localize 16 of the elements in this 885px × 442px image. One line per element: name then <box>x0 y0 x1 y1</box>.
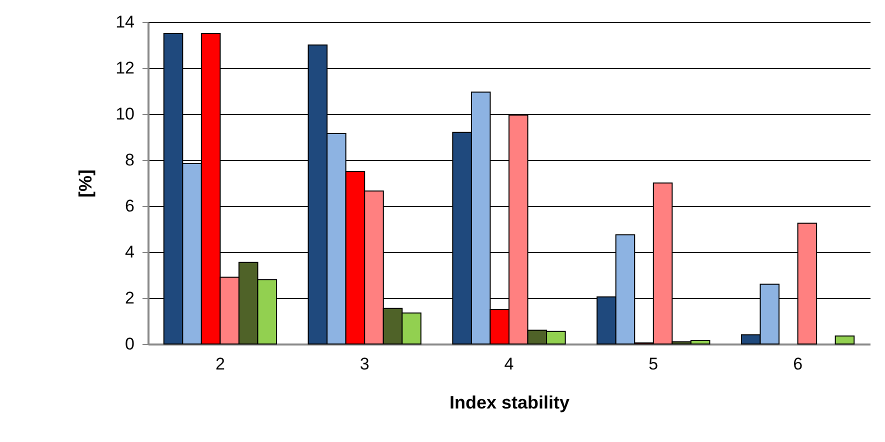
y-tick-label: 2 <box>125 288 134 308</box>
y-tick-label: 4 <box>125 242 134 262</box>
x-tick-label: 3 <box>360 354 370 374</box>
x-tick-label: 6 <box>793 354 803 374</box>
y-tick-label: 8 <box>125 150 134 170</box>
y-tick-label: 12 <box>116 58 134 78</box>
x-axis-title: Index stability <box>449 392 570 412</box>
y-axis-title: [%] <box>76 170 96 198</box>
x-tick-label: 4 <box>504 354 514 374</box>
y-tick-label: 14 <box>116 12 134 32</box>
bar <box>834 335 855 344</box>
y-tick-label: 6 <box>125 196 134 216</box>
x-tick-label: 5 <box>648 354 658 374</box>
y-tick-label: 10 <box>116 104 134 124</box>
x-tick-label: 2 <box>215 354 225 374</box>
y-tick-label: 0 <box>125 334 134 354</box>
